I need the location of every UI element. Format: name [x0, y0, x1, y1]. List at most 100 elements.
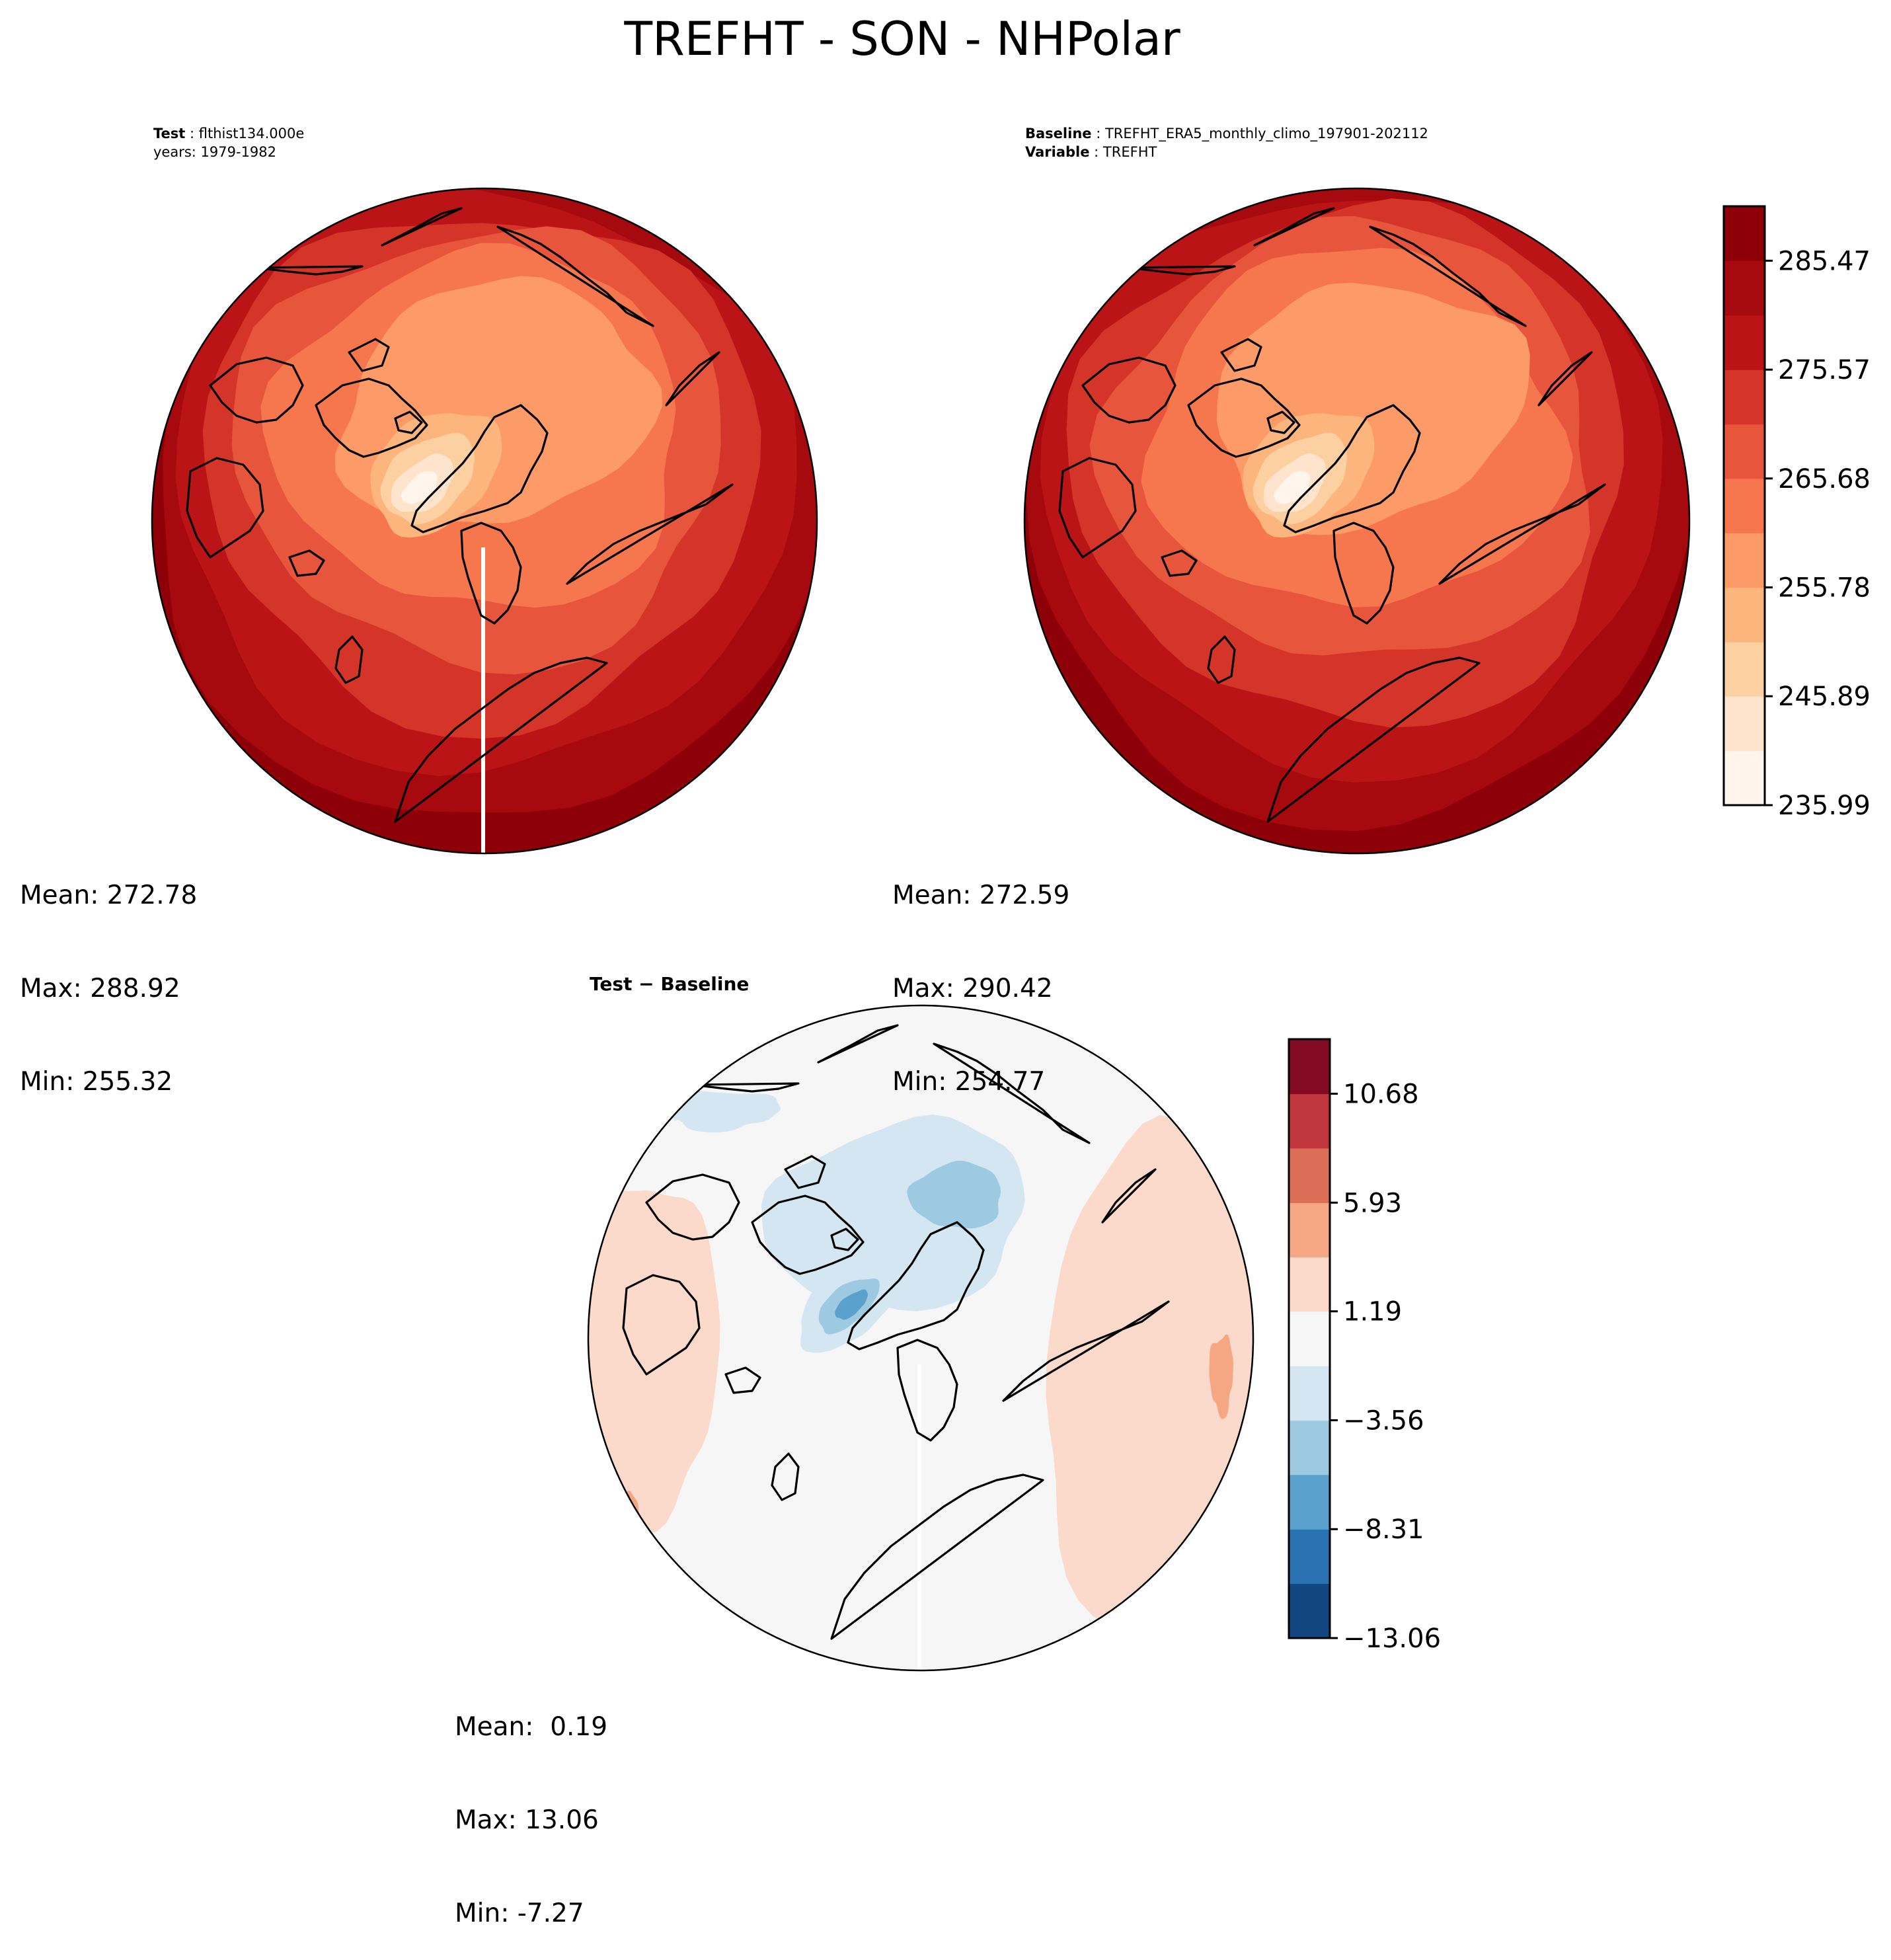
diff-colorbar-tick-label: −3.56 [1343, 1405, 1424, 1436]
baseline-header: Baseline : TREFHT_ERA5_monthly_climo_197… [1025, 124, 1428, 161]
baseline-min: Min: 254.77 [892, 1067, 1046, 1097]
test-header-line1: Test : flthist134.000e [153, 126, 305, 141]
diff-colorbar-band [1289, 1257, 1330, 1312]
diff-colorbar-band [1289, 1093, 1330, 1149]
diff-colorbar-tick-label: 5.93 [1343, 1188, 1402, 1218]
diff-coastline [817, 1024, 899, 1064]
diff-colorbar-tick-label: 10.68 [1343, 1079, 1419, 1110]
test-coastline [186, 457, 264, 559]
diff-coastline [896, 1339, 958, 1442]
diff-colorbar-band [1289, 1366, 1330, 1421]
baseline-coastline [1283, 404, 1421, 533]
baseline-coastline [1081, 356, 1177, 424]
diff-contour-region [1209, 1334, 1233, 1419]
baseline-coastline [1332, 522, 1395, 625]
diff-contour-region [907, 1160, 1001, 1229]
diff-coastline [830, 1473, 1044, 1640]
test-polar-map [151, 187, 818, 855]
baseline-colorbar: 235.99 245.89 255.78 265.68 275.57 285.47 [1722, 205, 1871, 821]
diff-coastline [645, 1173, 740, 1241]
diff-map-boundary [587, 1004, 1254, 1672]
baseline-coastline [1369, 225, 1527, 327]
diff-colorbar: −13.06 −8.31 −3.56 1.19 5.93 10.68 [1288, 1038, 1441, 1654]
test-case-name: flthist134.000e [198, 126, 305, 141]
baseline-colorbar-band [1724, 315, 1765, 370]
baseline-colorbar-tick-label: 265.68 [1778, 464, 1871, 494]
test-coastline [566, 483, 734, 585]
baseline-coastline [1253, 207, 1335, 247]
baseline-colorbar-band [1724, 260, 1765, 316]
test-years: years: 1979-1982 [153, 144, 277, 160]
diff-colorbar-tick-label: −13.06 [1343, 1624, 1441, 1654]
baseline-coastline [1128, 265, 1236, 276]
test-coastline [394, 411, 423, 434]
test-contour-region [401, 471, 438, 504]
baseline-colorbar-tick-label: 255.78 [1778, 573, 1871, 604]
diff-coastline [622, 1274, 701, 1376]
variable-name: TREFHT [1102, 144, 1157, 160]
diff-colorbar-band [1289, 1529, 1330, 1585]
baseline-header-key: Baseline [1025, 126, 1092, 141]
baseline-max: Max: 290.42 [892, 974, 1053, 1003]
baseline-colorbar-tick-label: 235.99 [1778, 791, 1871, 821]
baseline-coastline [1161, 549, 1198, 577]
baseline-mean: Mean: 272.59 [892, 881, 1070, 910]
diff-colorbar-tick-label: −8.31 [1343, 1514, 1424, 1545]
diff-missing-data-seam [917, 1364, 921, 1670]
diff-colorbar-band [1289, 1420, 1330, 1475]
diff-colorbar-frame [1288, 1038, 1331, 1639]
diff-polar-map [587, 1004, 1254, 1672]
diff-colorbar-tick-label: 1.19 [1343, 1297, 1402, 1327]
diff-colorbar-band [1289, 1148, 1330, 1203]
baseline-colorbar-tick-label: 285.47 [1778, 246, 1871, 276]
test-coastline [209, 356, 304, 424]
diff-contour-region [659, 1090, 781, 1132]
baseline-colorbar-band [1724, 206, 1765, 261]
diff-coastline [1002, 1300, 1170, 1402]
diff-coastline [751, 1195, 865, 1275]
test-coastline [665, 351, 720, 407]
baseline-contour-region [1274, 471, 1310, 504]
test-coastline [288, 549, 325, 577]
diff-coastline [933, 1042, 1091, 1144]
test-map-boundary [151, 187, 818, 855]
diff-mean: Mean: 0.19 [455, 1712, 608, 1742]
baseline-colorbar-tick-label: 275.57 [1778, 355, 1871, 385]
baseline-coastline [1537, 351, 1593, 407]
diff-coastline [830, 1228, 859, 1251]
test-stats: Mean: 272.78 Max: 288.92 Min: 255.32 [20, 818, 197, 1128]
diff-coastline [771, 1452, 800, 1501]
baseline-coastline [1266, 656, 1481, 823]
baseline-colorbar-band [1724, 533, 1765, 588]
baseline-colorbar-band [1724, 424, 1765, 479]
baseline-colorbar-band [1724, 696, 1765, 752]
test-coastline [334, 635, 364, 684]
test-coastline [410, 404, 549, 533]
diff-coastline [724, 1366, 761, 1394]
baseline-colorbar-tick-label: 245.89 [1778, 682, 1871, 712]
baseline-colorbar-band [1724, 750, 1765, 806]
diff-max: Max: 13.06 [455, 1805, 599, 1835]
diff-coastline [1101, 1168, 1157, 1224]
baseline-polar-map [1023, 187, 1691, 855]
diff-colorbar-band [1289, 1474, 1330, 1530]
baseline-colorbar-frame [1722, 205, 1766, 806]
test-coastline [348, 338, 390, 372]
diff-coastline [691, 1082, 800, 1093]
diff-coastline [847, 1221, 985, 1351]
baseline-coastline [1266, 411, 1295, 434]
baseline-colorbar-band [1724, 478, 1765, 533]
baseline-coastline [1207, 635, 1236, 684]
test-header-key: Test [153, 126, 186, 141]
test-coastline [381, 207, 463, 247]
diff-colorbar-band [1289, 1583, 1330, 1639]
baseline-colorbar-band [1724, 370, 1765, 425]
diff-coastline [784, 1155, 826, 1189]
figure-title: TREFHT - SON - NHPolar [624, 12, 1180, 66]
baseline-colorbar-band [1724, 641, 1765, 697]
test-header: Test : flthist134.000e years: 1979-1982 [153, 124, 304, 161]
test-max: Max: 288.92 [20, 974, 180, 1003]
test-coastline [255, 265, 364, 276]
baseline-header-line1: Baseline : TREFHT_ERA5_monthly_climo_197… [1025, 126, 1428, 141]
baseline-stats: Mean: 272.59 Max: 290.42 Min: 254.77 [892, 818, 1069, 1128]
